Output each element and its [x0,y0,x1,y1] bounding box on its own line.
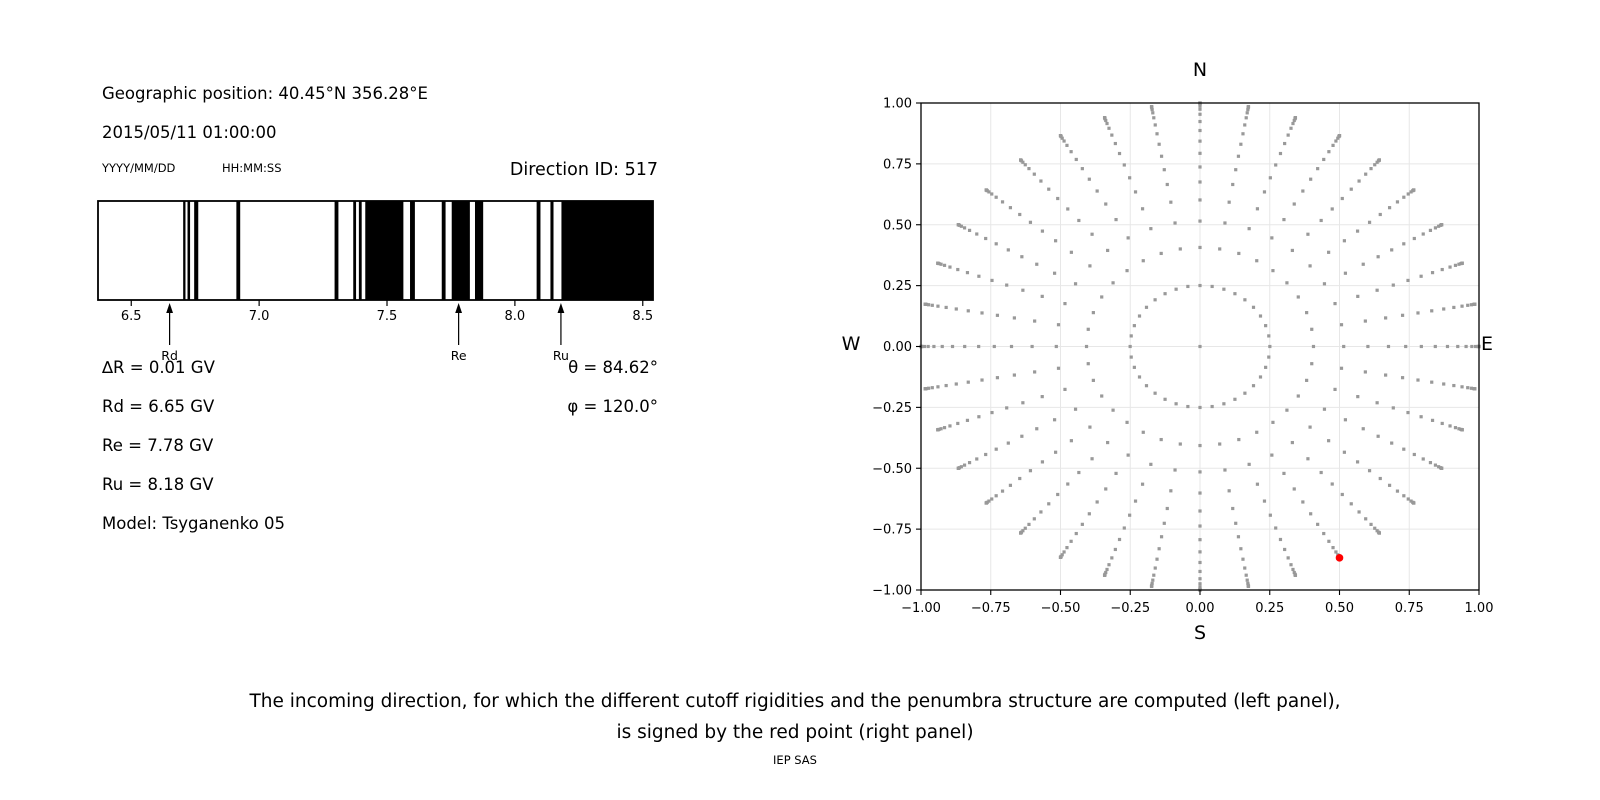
phi-value: φ = 120.0° [567,397,658,416]
svg-text:0.75: 0.75 [1395,601,1424,616]
svg-text:Re: Re [451,348,467,363]
penumbra-x-axis: 6.5 7.0 7.5 8.0 8.5 [121,300,653,324]
cutoff-markers: Rd Re Ru [161,303,569,363]
penumbra-box [97,200,654,301]
svg-text:7.0: 7.0 [249,309,270,324]
rd-value: Rd = 6.65 GV [102,397,215,416]
svg-text:1.00: 1.00 [1465,601,1494,616]
svg-text:−0.25: −0.25 [1110,601,1150,616]
svg-text:0.25: 0.25 [1255,601,1284,616]
svg-text:−0.75: −0.75 [872,523,912,538]
ru-value: Ru = 8.18 GV [102,475,214,494]
svg-text:0.50: 0.50 [1325,601,1354,616]
model-label: Model: Tsyganenko 05 [102,514,286,533]
direction-grid-points [919,101,1481,592]
svg-text:−0.50: −0.50 [1041,601,1081,616]
svg-text:1.00: 1.00 [883,97,912,112]
theta-value: θ = 84.62° [568,358,658,377]
compass-south-label: S [1193,622,1207,644]
svg-text:0.00: 0.00 [883,340,912,355]
date-format-label: YYYY/MM/DD [102,161,176,175]
svg-text:−0.25: −0.25 [872,401,912,416]
penumbra-chart: 6.5 7.0 7.5 8.0 8.5 Rd Re Ru [97,200,654,363]
datetime-label: 2015/05/11 01:00:00 [102,123,277,142]
compass-north-label: N [1192,59,1208,81]
re-value: Re = 7.78 GV [102,436,214,455]
direction-axes-ticks: −1.00 −1.00 −0.75 −0.75 −0.50 −0.50 −0.25 −0.25… [872,97,1493,617]
caption-line-2: is signed by the red point (right panel) [616,722,974,743]
svg-text:−0.75: −0.75 [971,601,1011,616]
geographic-position-label: Geographic position: 40.45°N 356.28°E [102,84,428,103]
svg-text:0.25: 0.25 [883,279,912,294]
svg-text:8.0: 8.0 [505,309,526,324]
svg-text:7.5: 7.5 [377,309,398,324]
caption-line-1: The incoming direction, for which the di… [249,691,1341,712]
svg-text:0.00: 0.00 [1186,601,1215,616]
delta-r-value: ∆R = 0.01 GV [102,358,215,377]
penumbra-bars [183,201,653,300]
svg-text:−0.50: −0.50 [872,462,912,477]
direction-chart: −1.00 −1.00 −0.75 −0.75 −0.50 −0.50 −0.25 −0.25… [872,97,1493,617]
figure-caption: The incoming direction, for which the di… [0,686,1590,767]
compass-west-label: W [841,333,861,355]
svg-text:−1.00: −1.00 [872,584,912,599]
svg-text:−1.00: −1.00 [901,601,941,616]
selected-direction-point [1335,554,1344,562]
svg-text:8.5: 8.5 [632,309,653,324]
compass-east-label: E [1480,333,1493,355]
svg-text:0.50: 0.50 [883,218,912,233]
svg-text:0.75: 0.75 [883,157,912,172]
svg-text:Ru: Ru [553,348,569,363]
credit-label: IEP SAS [773,753,817,767]
svg-text:6.5: 6.5 [121,309,142,324]
direction-id-label: Direction ID: 517 [509,160,658,180]
time-format-label: HH:MM:SS [222,161,282,175]
svg-text:Rd: Rd [161,348,178,363]
